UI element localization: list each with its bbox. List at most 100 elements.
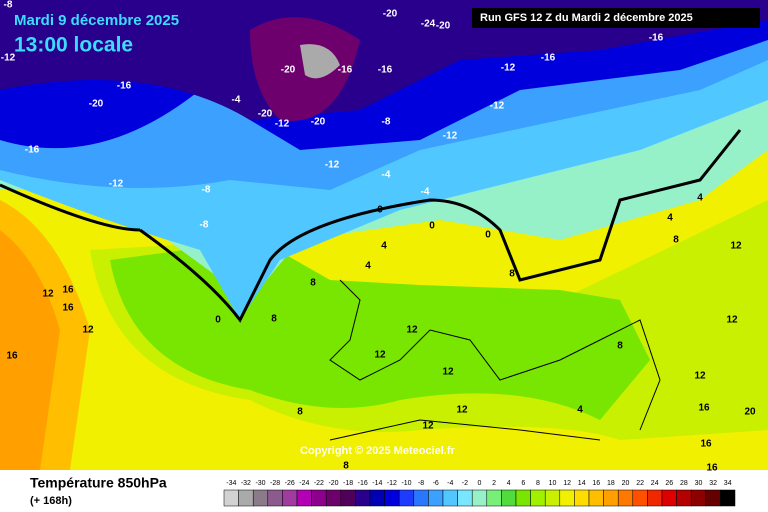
isotherm-label: -12: [443, 131, 458, 142]
scale-swatch: [311, 489, 327, 507]
isotherm-label: 16: [62, 285, 74, 296]
isotherm-label: 16: [6, 351, 18, 362]
isotherm-label: 8: [509, 269, 515, 280]
run-info: Run GFS 12 Z du Mardi 2 décembre 2025: [480, 12, 693, 24]
isotherm-label: -12: [490, 101, 505, 112]
isotherm-label: -16: [117, 81, 132, 92]
isotherm-label: 4: [697, 193, 703, 204]
isotherm-label: 16: [706, 463, 718, 474]
scale-label: -28: [270, 480, 280, 487]
scale-swatch: [676, 489, 692, 507]
scale-swatch: [267, 489, 283, 507]
scale-label: 30: [695, 480, 703, 487]
scale-label: 14: [578, 480, 586, 487]
scale-label: 10: [549, 480, 557, 487]
scale-swatch: [574, 489, 590, 507]
scale-swatch: [296, 489, 312, 507]
scale-label: 32: [709, 480, 717, 487]
isotherm-label: -12: [325, 160, 340, 171]
isotherm-label: -24: [421, 19, 436, 30]
scale-swatch: [340, 489, 356, 507]
scale-label: -16: [358, 480, 368, 487]
isotherm-label: 12: [726, 315, 738, 326]
isotherm-label: -8: [200, 220, 209, 231]
scale-swatch: [442, 489, 458, 507]
isotherm-label: -12: [501, 63, 516, 74]
scale-label: -2: [462, 480, 468, 487]
isotherm-label: 8: [673, 235, 679, 246]
scale-label: 0: [478, 480, 482, 487]
scale-label: 18: [607, 480, 615, 487]
scale-swatch: [559, 489, 575, 507]
run-banner: [472, 8, 760, 28]
scale-label: -22: [314, 480, 324, 487]
isotherm-label: 4: [667, 213, 673, 224]
footer-title: Température 850hPa: [30, 475, 167, 491]
isotherm-label: 4: [381, 241, 387, 252]
scale-swatch: [530, 489, 546, 507]
isotherm-label: -16: [649, 33, 664, 44]
scale-label: -26: [285, 480, 295, 487]
isotherm-label: -4: [232, 95, 241, 106]
scale-swatch: [588, 489, 604, 507]
isotherm-label: 12: [374, 350, 386, 361]
scale-label: -4: [447, 480, 453, 487]
isotherm-label: -16: [338, 65, 353, 76]
isotherm-label: -20: [383, 9, 398, 20]
isotherm-label: 4: [577, 405, 583, 416]
scale-label: -6: [433, 480, 439, 487]
scale-label: -14: [372, 480, 382, 487]
isotherm-label: 16: [698, 403, 710, 414]
map-background: [0, 0, 768, 470]
scale-label: -24: [299, 480, 309, 487]
isotherm-label: 8: [617, 341, 623, 352]
isotherm-label: 20: [744, 407, 756, 418]
scale-label: 2: [492, 480, 496, 487]
scale-label: 6: [521, 480, 525, 487]
scale-swatch: [325, 489, 342, 507]
isotherm-label: -12: [1, 53, 16, 64]
isotherm-label: -20: [89, 99, 104, 110]
scale-label: 22: [636, 480, 644, 487]
scale-swatch: [252, 489, 269, 507]
scale-swatch: [355, 489, 371, 507]
isotherm-label: -12: [109, 179, 124, 190]
scale-swatch: [501, 489, 517, 507]
isotherm-label: 12: [406, 325, 418, 336]
scale-label: 34: [724, 480, 732, 487]
scale-swatch: [705, 489, 721, 507]
isotherm-label: 8: [297, 407, 303, 418]
isotherm-label: 8: [271, 314, 277, 325]
scale-swatch: [647, 489, 663, 507]
scale-swatch: [428, 489, 444, 507]
scale-swatch: [661, 489, 677, 507]
scale-label: -12: [387, 480, 397, 487]
isotherm-label: -16: [378, 65, 393, 76]
isotherm-label: -8: [4, 0, 13, 11]
isotherm-label: 16: [700, 439, 712, 450]
copyright: Copyright © 2025 Meteociel.fr: [300, 445, 456, 457]
scale-label: -8: [418, 480, 424, 487]
scale-swatch: [369, 489, 385, 507]
isotherm-label: -20: [311, 117, 326, 128]
isotherm-label: -16: [25, 145, 40, 156]
isotherm-label: -20: [436, 21, 451, 32]
isotherm-label: 12: [82, 325, 94, 336]
scale-swatch: [486, 489, 502, 507]
color-scale: -34 -32 -30 -28 -26 -24 -22 -20 -18 -16 -14 -12 -10-…: [223, 480, 736, 507]
isotherm-labels: -8-20-24 -20-16-16-12-12-20 -16 -16-16-20 -4…: [1, 0, 756, 474]
isotherm-label: -20: [258, 109, 273, 120]
scale-label: 26: [665, 480, 673, 487]
scale-label: -32: [241, 480, 251, 487]
scale-label: -10: [401, 480, 411, 487]
time: 13:00 locale: [14, 34, 133, 57]
isotherm-label: -8: [382, 117, 391, 128]
scale-swatch: [282, 489, 298, 507]
scale-swatch: [457, 489, 473, 507]
scale-label: 4: [507, 480, 511, 487]
scale-swatch: [398, 489, 415, 507]
scale-swatch: [720, 489, 736, 507]
scale-label: -18: [343, 480, 353, 487]
isotherm-label: 12: [422, 421, 434, 432]
